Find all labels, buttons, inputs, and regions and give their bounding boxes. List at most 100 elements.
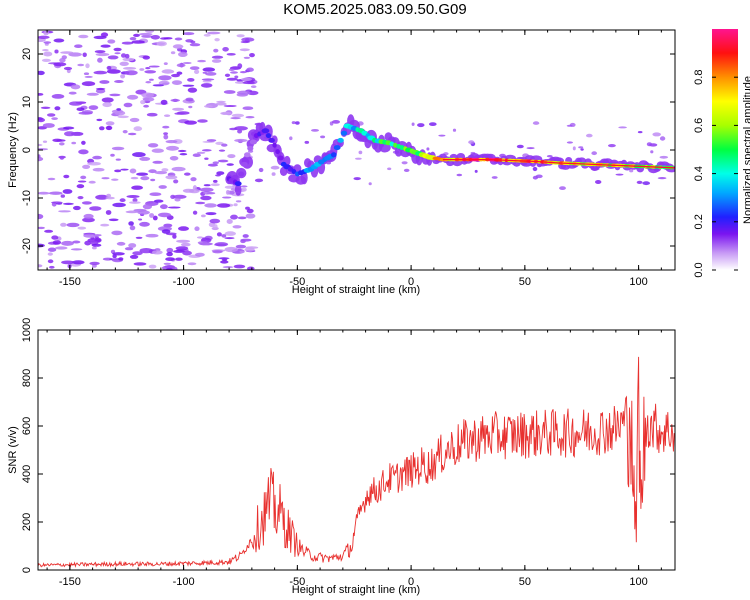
noise-speckle — [202, 191, 211, 195]
noise-speckle — [105, 210, 112, 215]
noise-speckle — [218, 257, 230, 260]
noise-speckle — [119, 198, 126, 203]
ridge-point — [244, 152, 251, 158]
noise-speckle — [82, 164, 91, 169]
noise-speckle — [140, 100, 146, 105]
y-tick-label: 0 — [21, 147, 33, 153]
noise-speckle — [54, 49, 59, 54]
noise-speckle — [304, 140, 310, 144]
noise-speckle — [166, 251, 173, 257]
noise-speckle — [51, 94, 65, 99]
noise-speckle — [417, 123, 425, 128]
noise-speckle — [158, 75, 172, 81]
noise-speckle — [233, 203, 238, 207]
noise-speckle — [107, 55, 119, 60]
noise-speckle — [152, 84, 165, 87]
noise-speckle — [128, 132, 137, 136]
noise-speckle — [170, 194, 176, 199]
noise-speckle — [94, 50, 106, 54]
noise-speckle — [105, 125, 113, 131]
noise-speckle — [85, 63, 90, 69]
noise-speckle — [176, 63, 186, 68]
noise-speckle — [234, 138, 248, 143]
noise-speckle — [78, 111, 93, 115]
noise-speckle — [187, 78, 195, 82]
noise-speckle — [151, 148, 164, 153]
noise-speckle — [140, 176, 150, 181]
noise-speckle — [162, 125, 170, 129]
noise-speckle — [129, 225, 136, 231]
noise-speckle — [105, 121, 115, 126]
noise-speckle — [176, 239, 191, 243]
noise-speckle — [652, 132, 661, 137]
y-tick-label: 800 — [21, 369, 33, 387]
noise-speckle — [332, 120, 340, 124]
noise-speckle — [82, 217, 95, 223]
noise-speckle — [189, 43, 201, 47]
noise-speckle — [245, 116, 255, 119]
noise-speckle — [132, 198, 138, 203]
noise-speckle — [182, 84, 195, 87]
noise-speckle — [59, 142, 65, 146]
noise-speckle — [209, 218, 221, 224]
noise-speckle — [135, 236, 143, 239]
noise-speckle — [230, 71, 238, 74]
ridge-point — [333, 145, 341, 151]
noise-speckle — [234, 126, 248, 131]
noise-speckle — [129, 117, 140, 123]
noise-speckle — [100, 44, 111, 48]
noise-speckle — [222, 266, 234, 269]
noise-speckle — [239, 71, 247, 74]
noise-speckle — [195, 201, 206, 205]
noise-speckle — [291, 121, 296, 125]
noise-speckle — [187, 87, 198, 93]
x-tick-label: -150 — [59, 576, 81, 588]
noise-speckle — [91, 246, 97, 250]
noise-speckle — [73, 205, 81, 211]
noise-speckle — [38, 70, 45, 76]
noise-speckle — [129, 254, 139, 259]
noise-speckle — [242, 106, 254, 110]
noise-speckle — [368, 182, 372, 186]
noise-speckle — [38, 213, 44, 220]
noise-speckle — [242, 81, 255, 85]
y-tick-label: 1000 — [21, 318, 33, 342]
noise-speckle — [81, 201, 92, 205]
colorbar-tick-label: 0.8 — [693, 70, 705, 85]
noise-speckle — [224, 246, 239, 253]
noise-speckle — [91, 264, 97, 268]
noise-speckle — [160, 99, 168, 105]
noise-speckle — [129, 37, 137, 41]
noise-speckle — [650, 150, 654, 154]
noise-speckle — [235, 244, 247, 249]
noise-speckle — [142, 97, 155, 102]
spectrogram-ridge — [225, 114, 675, 196]
noise-speckle — [247, 90, 259, 96]
noise-speckle — [201, 78, 215, 81]
noise-speckle — [145, 30, 155, 33]
noise-speckle — [182, 62, 192, 64]
noise-speckle — [320, 135, 326, 139]
noise-speckle — [185, 97, 194, 102]
noise-speckle — [220, 111, 232, 115]
noise-speckle — [62, 189, 73, 194]
noise-speckle — [171, 80, 183, 85]
noise-speckle — [106, 65, 112, 70]
noise-speckle — [244, 247, 255, 252]
y-ticks-top: -20 -10 0 10 20 — [21, 48, 675, 254]
noise-speckle — [47, 177, 56, 181]
snr-panel: -150 -100 -50 0 50 100 0 200 400 600 800 1000 Heig… — [7, 318, 676, 596]
y-ticks-bottom: 0 200 400 600 800 1000 — [21, 318, 675, 573]
noise-speckle — [161, 229, 171, 234]
noise-speckle — [205, 212, 217, 216]
noise-speckle — [120, 74, 126, 79]
noise-speckle — [70, 84, 81, 90]
ridge-point — [272, 142, 277, 148]
noise-speckle — [202, 67, 215, 72]
noise-speckle — [190, 177, 197, 182]
noise-speckle — [84, 240, 92, 246]
noise-speckle — [116, 241, 126, 246]
noise-speckle — [456, 173, 463, 177]
noise-speckle — [240, 239, 246, 244]
